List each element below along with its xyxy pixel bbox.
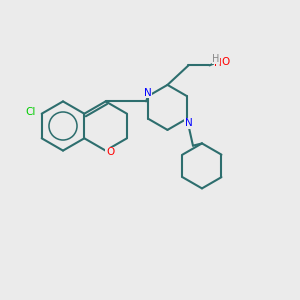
Text: HO: HO (214, 58, 230, 68)
Text: Cl: Cl (25, 107, 35, 117)
Text: N: N (184, 118, 192, 128)
Text: O: O (222, 57, 230, 68)
Text: H: H (212, 54, 220, 64)
Text: N: N (144, 88, 152, 98)
Text: O: O (106, 147, 114, 157)
